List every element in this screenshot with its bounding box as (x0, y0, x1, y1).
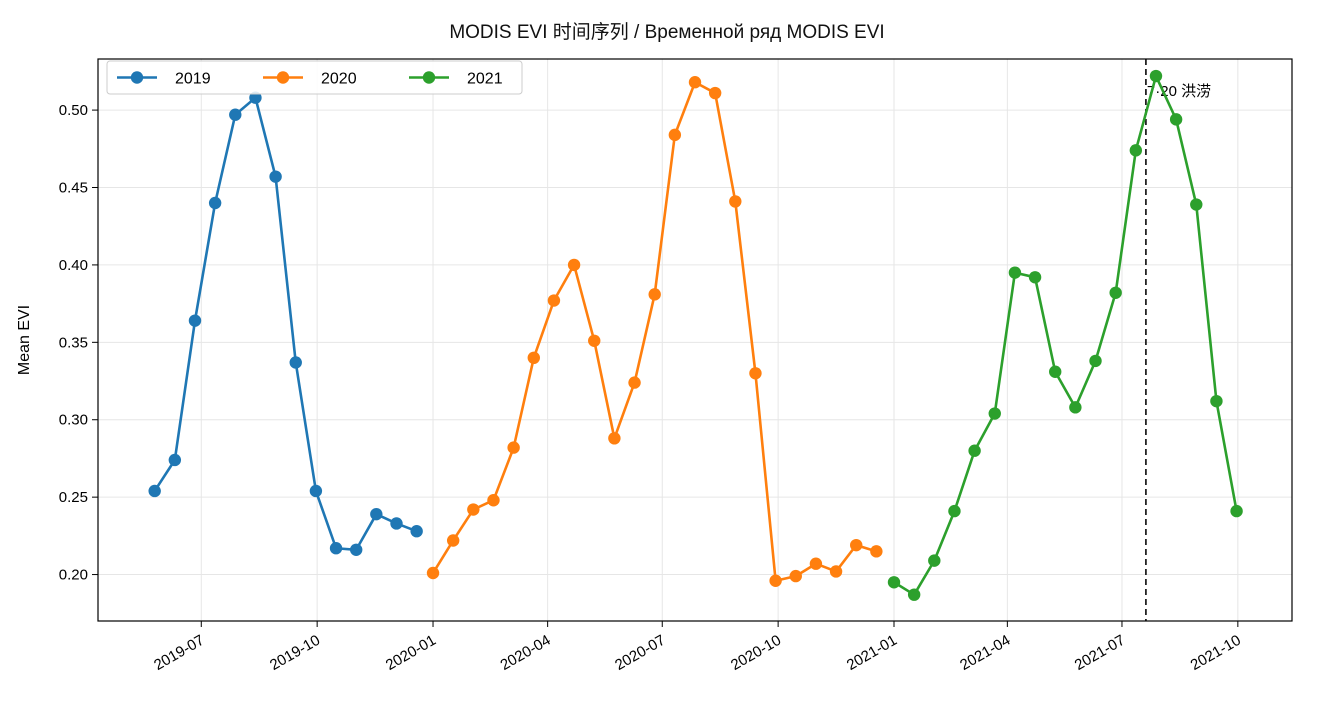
legend-label: 2020 (321, 71, 357, 88)
data-point (648, 288, 661, 301)
data-point (870, 545, 883, 558)
data-point (208, 196, 222, 210)
data-point (1028, 271, 1042, 284)
series-line-2021 (893, 74, 1238, 596)
data-point (1089, 354, 1102, 368)
legend-label: 2019 (175, 71, 211, 88)
x-tick-label: 2021-01 (844, 632, 900, 674)
data-point (688, 76, 702, 89)
data-point (907, 588, 921, 601)
data-point (507, 441, 520, 454)
series-2020 (426, 76, 883, 587)
data-point (148, 484, 161, 498)
x-tick-label: 2020-10 (728, 632, 784, 674)
data-point (749, 367, 762, 380)
series-2021 (887, 69, 1243, 601)
flood-date-label: 7·20 洪涝 (1147, 83, 1211, 100)
data-point (370, 507, 383, 521)
data-point (446, 534, 460, 547)
data-point (708, 86, 722, 100)
data-point (426, 566, 440, 580)
x-tick-label: 2021-04 (957, 632, 1013, 674)
series-layer (148, 69, 1243, 601)
data-point (1008, 266, 1022, 279)
data-point (1210, 394, 1223, 408)
data-point (567, 258, 581, 272)
data-point (547, 294, 561, 307)
data-point (249, 91, 262, 104)
x-tick-label: 2020-07 (612, 632, 668, 674)
legend-swatch-marker (130, 71, 144, 84)
series-line-2020 (431, 80, 877, 583)
data-point (1190, 198, 1203, 211)
data-point (588, 334, 601, 347)
data-point (968, 444, 981, 457)
data-point (809, 557, 823, 570)
x-tick-label: 2021-10 (1188, 632, 1244, 674)
data-point (349, 543, 363, 556)
legend-box (106, 60, 523, 95)
annotation-layer: 7·20 洪涝 (1144, 59, 1211, 621)
data-point (410, 525, 423, 538)
data-point (188, 314, 202, 327)
data-point (289, 356, 302, 369)
legend-item-2021: 2021 (409, 71, 503, 88)
data-point (988, 407, 1001, 420)
axes: 2019-07 2019-10 2020-01 2020-04 2020-07 2020-… (59, 58, 1293, 674)
data-point (829, 565, 843, 578)
data-point (269, 170, 282, 183)
data-point (928, 554, 941, 567)
data-point (527, 351, 540, 365)
y-tick-label: 0.40 (59, 257, 88, 274)
x-tick-label: 2020-01 (383, 632, 439, 674)
y-tick-label: 0.25 (59, 489, 88, 506)
data-point (467, 503, 480, 516)
series-line-2019 (153, 96, 418, 552)
x-tick-label: 2019-07 (151, 632, 207, 674)
y-tick-label: 0.45 (59, 180, 88, 197)
legend: 2019 2020 2021 (106, 60, 523, 95)
data-point (1129, 144, 1143, 157)
legend-item-2019: 2019 (117, 71, 211, 88)
x-tick-label: 2021-07 (1072, 632, 1128, 674)
x-tick-label: 2019-10 (267, 632, 323, 674)
data-point (608, 432, 621, 445)
data-point (628, 376, 641, 389)
data-point (390, 517, 403, 530)
data-point (1149, 69, 1163, 83)
data-point (1069, 401, 1082, 414)
data-point (850, 538, 863, 552)
y-tick-label: 0.30 (59, 412, 88, 429)
data-point (729, 195, 742, 208)
chart-title: MODIS EVI 时间序列 / Временной ряд MODIS EVI (449, 21, 884, 43)
x-tick-label: 2020-04 (497, 632, 553, 674)
data-point (887, 576, 901, 589)
data-point (769, 574, 782, 587)
data-point (1230, 504, 1243, 518)
plot-frame (97, 58, 1293, 622)
data-point (309, 484, 323, 498)
data-point (1109, 286, 1122, 299)
y-tick-label: 0.20 (59, 567, 88, 584)
data-point (1169, 113, 1183, 126)
data-point (668, 128, 682, 142)
data-point (229, 108, 242, 121)
data-point (487, 494, 500, 507)
legend-swatch-marker (276, 71, 290, 84)
data-point (329, 542, 343, 555)
legend-label: 2021 (467, 71, 503, 88)
grid (98, 59, 1292, 621)
data-point (789, 569, 802, 583)
y-axis-label: Mean EVI (16, 305, 33, 375)
series-2019 (148, 91, 423, 556)
legend-swatch-marker (422, 71, 436, 84)
data-point (168, 453, 182, 467)
y-tick-label: 0.35 (59, 334, 88, 351)
data-point (948, 504, 961, 518)
y-tick-label: 0.50 (59, 102, 88, 119)
legend-item-2020: 2020 (263, 71, 357, 88)
data-point (1049, 365, 1062, 378)
